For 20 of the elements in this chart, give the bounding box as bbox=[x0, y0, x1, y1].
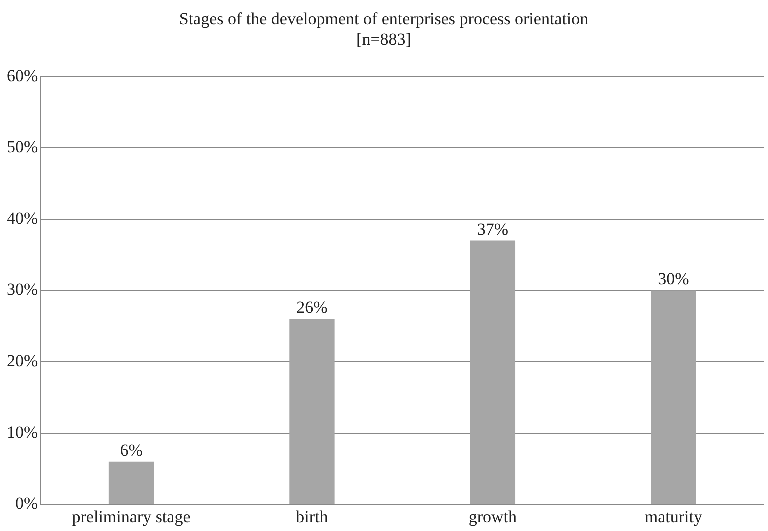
y-tick-label: 60% bbox=[6, 66, 38, 86]
x-tick-label: preliminary stage bbox=[72, 507, 191, 526]
data-label: 37% bbox=[477, 220, 509, 239]
data-label: 30% bbox=[658, 270, 690, 289]
x-tick-label: maturity bbox=[644, 507, 703, 526]
bar bbox=[651, 290, 696, 504]
y-tick-label: 10% bbox=[6, 422, 38, 442]
data-label: 6% bbox=[120, 440, 143, 460]
y-tick-label: 50% bbox=[6, 138, 38, 157]
data-label: 26% bbox=[296, 298, 328, 318]
y-tick-label: 0% bbox=[15, 494, 38, 514]
x-tick-label: growth bbox=[468, 507, 518, 526]
y-tick-label: 40% bbox=[6, 208, 38, 228]
y-tick-label: 30% bbox=[6, 280, 38, 300]
chart-title: Stages of the development of enterprises process orientation [n=883] bbox=[179, 10, 590, 50]
bar bbox=[108, 462, 154, 504]
bar bbox=[470, 240, 516, 504]
y-tick-label: 20% bbox=[6, 351, 38, 370]
x-tick-label: birth bbox=[296, 507, 329, 526]
bar bbox=[290, 319, 335, 504]
